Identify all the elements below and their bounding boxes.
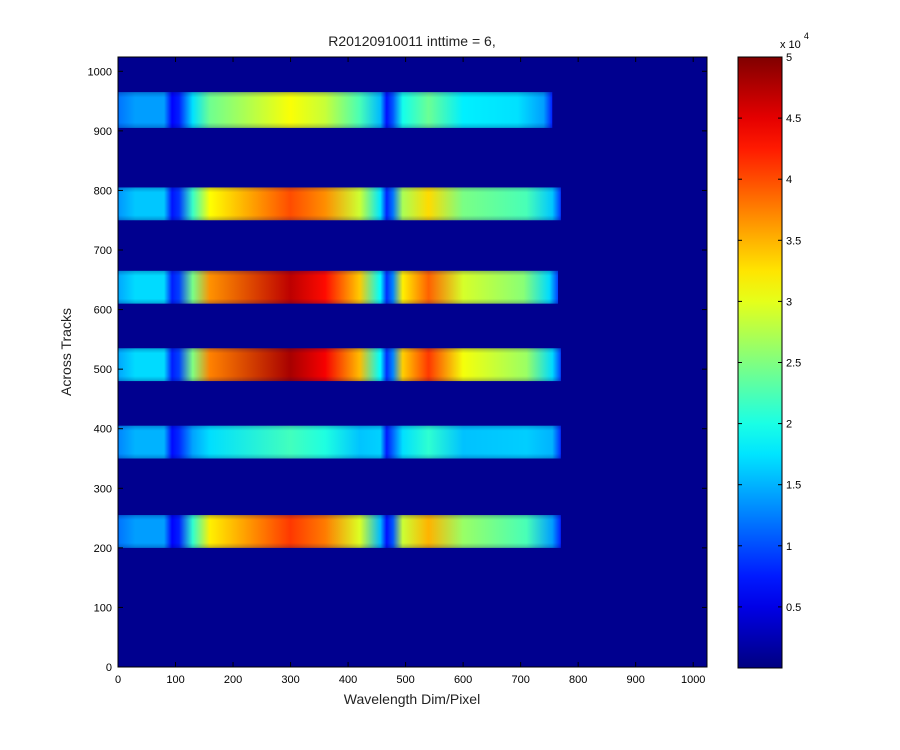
- y-tick-label: 800: [94, 185, 112, 197]
- heatmap-band-edge: [118, 348, 561, 382]
- y-tick-label: 200: [94, 543, 112, 555]
- colorbar-tick-label: 1: [786, 541, 792, 553]
- x-tick-label: 800: [569, 674, 587, 686]
- y-tick-label: 300: [94, 483, 112, 495]
- colorbar-tick-label: 1.5: [786, 480, 801, 492]
- plot-frame: [117, 56, 708, 668]
- colorbar-tick-label: 3: [786, 296, 792, 308]
- x-tick-label: 600: [454, 674, 472, 686]
- chart-title: R20120910011 inttime = 6,: [328, 33, 495, 49]
- y-axis-label: Across Tracks: [58, 308, 74, 396]
- colorbar-tick-label: 4.5: [786, 113, 801, 125]
- heatmap-band-edge: [118, 92, 553, 128]
- colorbar-multiplier: x 10 4: [780, 31, 809, 51]
- y-tick-label: 500: [94, 364, 112, 376]
- y-axis: 0 100 200 300 400 500 600 700 800 900 1000: [88, 66, 707, 674]
- x-axis-label: Wavelength Dim/Pixel: [344, 691, 480, 707]
- x-tick-label: 700: [511, 674, 529, 686]
- colorbar-multiplier-exponent: 4: [804, 31, 809, 41]
- y-tick-label: 1000: [88, 66, 112, 78]
- heatmap-band-edge: [118, 187, 561, 221]
- colorbar: 0.5 1 1.5 2 2.5 3 3.5 4 4.5 5 x 10 4: [737, 31, 809, 669]
- x-tick-label: 0: [115, 674, 121, 686]
- plot-area: [117, 56, 708, 668]
- x-axis: 0 100 200 300 400 500 600 700 800 900 1000: [115, 57, 705, 686]
- heatmap-band-edge: [118, 425, 561, 459]
- heatmap-band-edge: [118, 515, 561, 548]
- x-tick-label: 400: [339, 674, 357, 686]
- y-tick-label: 900: [94, 126, 112, 138]
- colorbar-gradient: [738, 57, 782, 668]
- colorbar-tick-label: 5: [786, 52, 792, 64]
- colorbar-tick-label: 3.5: [786, 235, 801, 247]
- colorbar-tick-label: 2: [786, 419, 792, 431]
- x-tick-label: 300: [281, 674, 299, 686]
- x-tick-label: 900: [626, 674, 644, 686]
- colorbar-tick-label: 0.5: [786, 602, 801, 614]
- x-tick-label: 100: [166, 674, 184, 686]
- colorbar-multiplier-base: x 10: [780, 39, 801, 51]
- heatmap-band-edge: [118, 270, 559, 304]
- colorbar-tick-label: 4: [786, 174, 792, 186]
- y-tick-label: 700: [94, 245, 112, 257]
- colorbar-tick-label: 2.5: [786, 358, 801, 370]
- y-tick-label: 600: [94, 305, 112, 317]
- y-tick-label: 0: [106, 662, 112, 674]
- y-tick-label: 400: [94, 424, 112, 436]
- x-tick-label: 1000: [681, 674, 705, 686]
- y-tick-label: 100: [94, 602, 112, 614]
- x-tick-label: 500: [396, 674, 414, 686]
- x-tick-label: 200: [224, 674, 242, 686]
- heatmap-bands: [118, 92, 561, 548]
- colorbar-ticks: 0.5 1 1.5 2 2.5 3 3.5 4 4.5 5: [738, 52, 801, 614]
